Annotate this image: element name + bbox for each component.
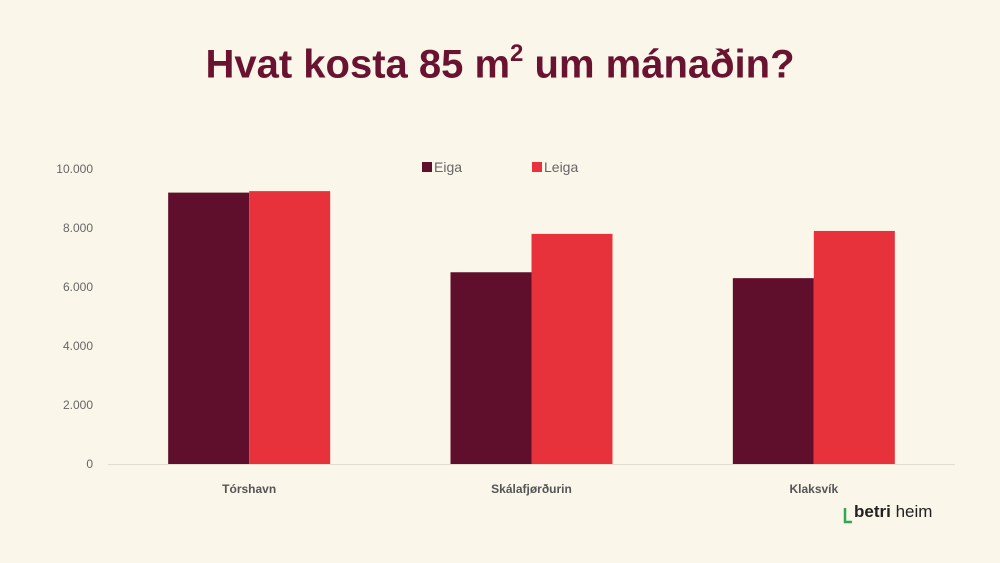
logo-text-rest: heim [895, 502, 933, 521]
betri-heim-logo: betri heim [842, 500, 952, 530]
bar-eiga [732, 278, 814, 464]
bar-eiga [168, 192, 250, 464]
logo-corner-icon [843, 508, 852, 524]
title-prefix: Hvat kosta 85 m [205, 42, 511, 87]
title-suffix: um mánaðin? [523, 42, 795, 87]
y-tick-label: 10.000 [56, 162, 93, 176]
bar-leiga [249, 191, 331, 464]
y-tick-label: 8.000 [63, 221, 93, 235]
y-tick-label: 6.000 [63, 280, 93, 294]
bar-leiga [531, 233, 613, 464]
legend-label-eiga: Eiga [434, 159, 462, 175]
legend-swatch-eiga [422, 162, 432, 172]
x-tick-label: Skálafjørðurin [491, 482, 572, 496]
x-tick-label: Klaksvík [789, 482, 838, 496]
chart-title: Hvat kosta 85 m2 um mánaðin? [0, 40, 1000, 87]
y-tick-label: 0 [86, 457, 93, 471]
y-tick-label: 2.000 [63, 398, 93, 412]
legend-swatch-leiga [532, 162, 542, 172]
title-superscript: 2 [510, 40, 524, 67]
bar-eiga [450, 272, 532, 464]
logo-text: betri heim [854, 502, 932, 522]
x-tick-label: Tórshavn [222, 482, 276, 496]
legend-label-leiga: Leiga [544, 159, 578, 175]
y-tick-label: 4.000 [63, 339, 93, 353]
logo-text-bold: betri [854, 502, 891, 521]
bar-leiga [813, 230, 895, 464]
